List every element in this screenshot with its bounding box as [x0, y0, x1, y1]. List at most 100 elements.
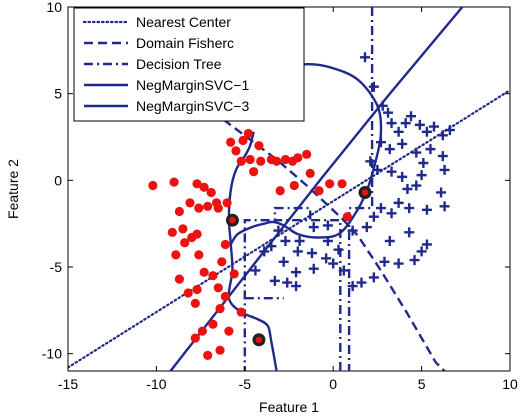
- scatter-point-plus: [269, 275, 280, 286]
- scatter-point-dot: [231, 146, 241, 156]
- scatter-point-plus: [421, 239, 432, 250]
- legend-label-negmarginsvc-1: NegMarginSVC−1: [136, 77, 249, 93]
- scatter-point-dot: [199, 182, 209, 192]
- scatter-point-plus: [368, 211, 379, 222]
- scatter-point-dot: [217, 257, 227, 267]
- scatter-point-plus: [377, 100, 388, 111]
- scatter-point-plus: [393, 197, 404, 208]
- scatter-point-dot: [192, 284, 202, 295]
- scatter-point-dot: [305, 168, 315, 178]
- legend: Nearest Center Domain Fisherc Decision Tre…: [73, 7, 305, 122]
- scatter-point-plus: [292, 246, 303, 257]
- scatter-point-dot: [185, 198, 195, 208]
- scatter-point-dot: [197, 326, 207, 336]
- x-tick-label: -5: [239, 376, 252, 392]
- scatter-point-plus: [439, 164, 450, 175]
- scatter-point-dot: [178, 224, 188, 234]
- scatter-point-dot: [226, 137, 236, 147]
- scatter-point-dot: [174, 206, 184, 217]
- y-axis: -10 -5 0 5 10: [42, 0, 510, 362]
- scatter-point-plus: [437, 151, 448, 162]
- scatter-point-plus: [397, 171, 408, 182]
- scatter-point-plus: [421, 126, 432, 137]
- scatter-point-plus: [379, 256, 390, 267]
- scatter-point-plus: [322, 220, 333, 231]
- scatter-point-plus: [384, 236, 395, 246]
- scatter-point-plus: [333, 244, 344, 255]
- scatter-point-plus: [368, 272, 379, 283]
- scatter-point-plus: [375, 203, 386, 214]
- x-tick-label: -15: [58, 376, 78, 392]
- x-axis-label: Feature 1: [259, 399, 319, 415]
- scatter-point-dot: [167, 227, 177, 237]
- scatter-point-dot: [194, 250, 204, 260]
- legend-label-nearest-center: Nearest Center: [136, 14, 231, 30]
- scatter-point-dot: [229, 269, 239, 279]
- scatter-point-dot: [342, 212, 352, 222]
- scatter-point-dot: [171, 250, 181, 260]
- scatter-point-dot: [215, 304, 225, 314]
- scatter-point-dot: [208, 319, 218, 329]
- scatter-point-dot: [325, 179, 335, 189]
- x-tick-label: 10: [502, 376, 518, 392]
- scatter-point-plus: [439, 201, 450, 212]
- scatter-point-plus: [436, 187, 447, 198]
- scatter-point-plus: [421, 204, 432, 215]
- scatter-point-plus: [291, 267, 302, 278]
- scatter-point-plus: [322, 236, 333, 246]
- y-tick-label: -5: [50, 259, 63, 275]
- scatter-point-plus: [259, 246, 270, 257]
- scatter-point-dot: [174, 274, 184, 284]
- scatter-point-plus: [356, 277, 367, 288]
- scatter-point-plus: [308, 263, 319, 274]
- scatter-point-plus: [383, 107, 394, 118]
- legend-label-decision-tree: Decision Tree: [136, 56, 222, 72]
- scatter-point-dot: [289, 180, 299, 191]
- scatter-point-plus: [437, 130, 448, 141]
- scatter-point-plus: [384, 144, 395, 155]
- scatter-point-dot: [293, 153, 303, 163]
- scatter-point-plus: [386, 208, 397, 219]
- scatter-point-dot: [190, 298, 200, 308]
- scatter-point-dot: [206, 187, 216, 198]
- scatter-point-plus: [266, 241, 277, 252]
- scatter-point-dot: [222, 198, 232, 208]
- scatter-point-dot: [337, 179, 347, 189]
- scatter-point-dot: [224, 326, 234, 336]
- scatter-point-dot: [199, 267, 209, 277]
- scatter-point-dot: [194, 203, 204, 213]
- scatter-point-plus: [360, 52, 371, 63]
- scatter-point-dot: [236, 307, 246, 317]
- scatter-point-plus: [425, 144, 436, 155]
- scatter-point-plus: [321, 253, 332, 264]
- scatter-point-plus: [414, 119, 425, 130]
- scatter-point-plus: [306, 248, 317, 259]
- scatter-point-plus: [291, 281, 302, 292]
- scatter-point-plus: [372, 164, 383, 175]
- scatter-point-plus: [328, 258, 339, 269]
- scatter-point-dot: [190, 333, 200, 343]
- scatter-point-dot: [272, 156, 282, 166]
- scatter-point-dot: [203, 350, 213, 360]
- scatter-point-plus: [308, 222, 319, 233]
- scatter-point-plus: [338, 265, 349, 276]
- scatter-point-plus: [386, 118, 397, 129]
- scatter-point-dot: [180, 238, 190, 248]
- scatter-point-plus: [393, 126, 404, 137]
- scatter-point-plus: [402, 184, 413, 194]
- scatter-point-plus: [347, 225, 358, 236]
- scatter-point-plus: [365, 156, 376, 167]
- x-tick-label: -10: [146, 376, 166, 392]
- scatter-point-plus: [416, 246, 427, 257]
- scatter-point-plus: [411, 180, 422, 191]
- scatter-point-dot: [243, 128, 253, 139]
- scatter-point-plus: [294, 236, 305, 246]
- scatter-point-dot: [254, 141, 264, 151]
- support-vector: [252, 333, 266, 347]
- scatter-point-plus: [416, 170, 427, 181]
- line-decision-tree: [347, 7, 374, 371]
- scatter-point-dot: [192, 179, 202, 189]
- scatter-point-plus: [282, 277, 293, 288]
- scatter-point-dot: [192, 229, 202, 239]
